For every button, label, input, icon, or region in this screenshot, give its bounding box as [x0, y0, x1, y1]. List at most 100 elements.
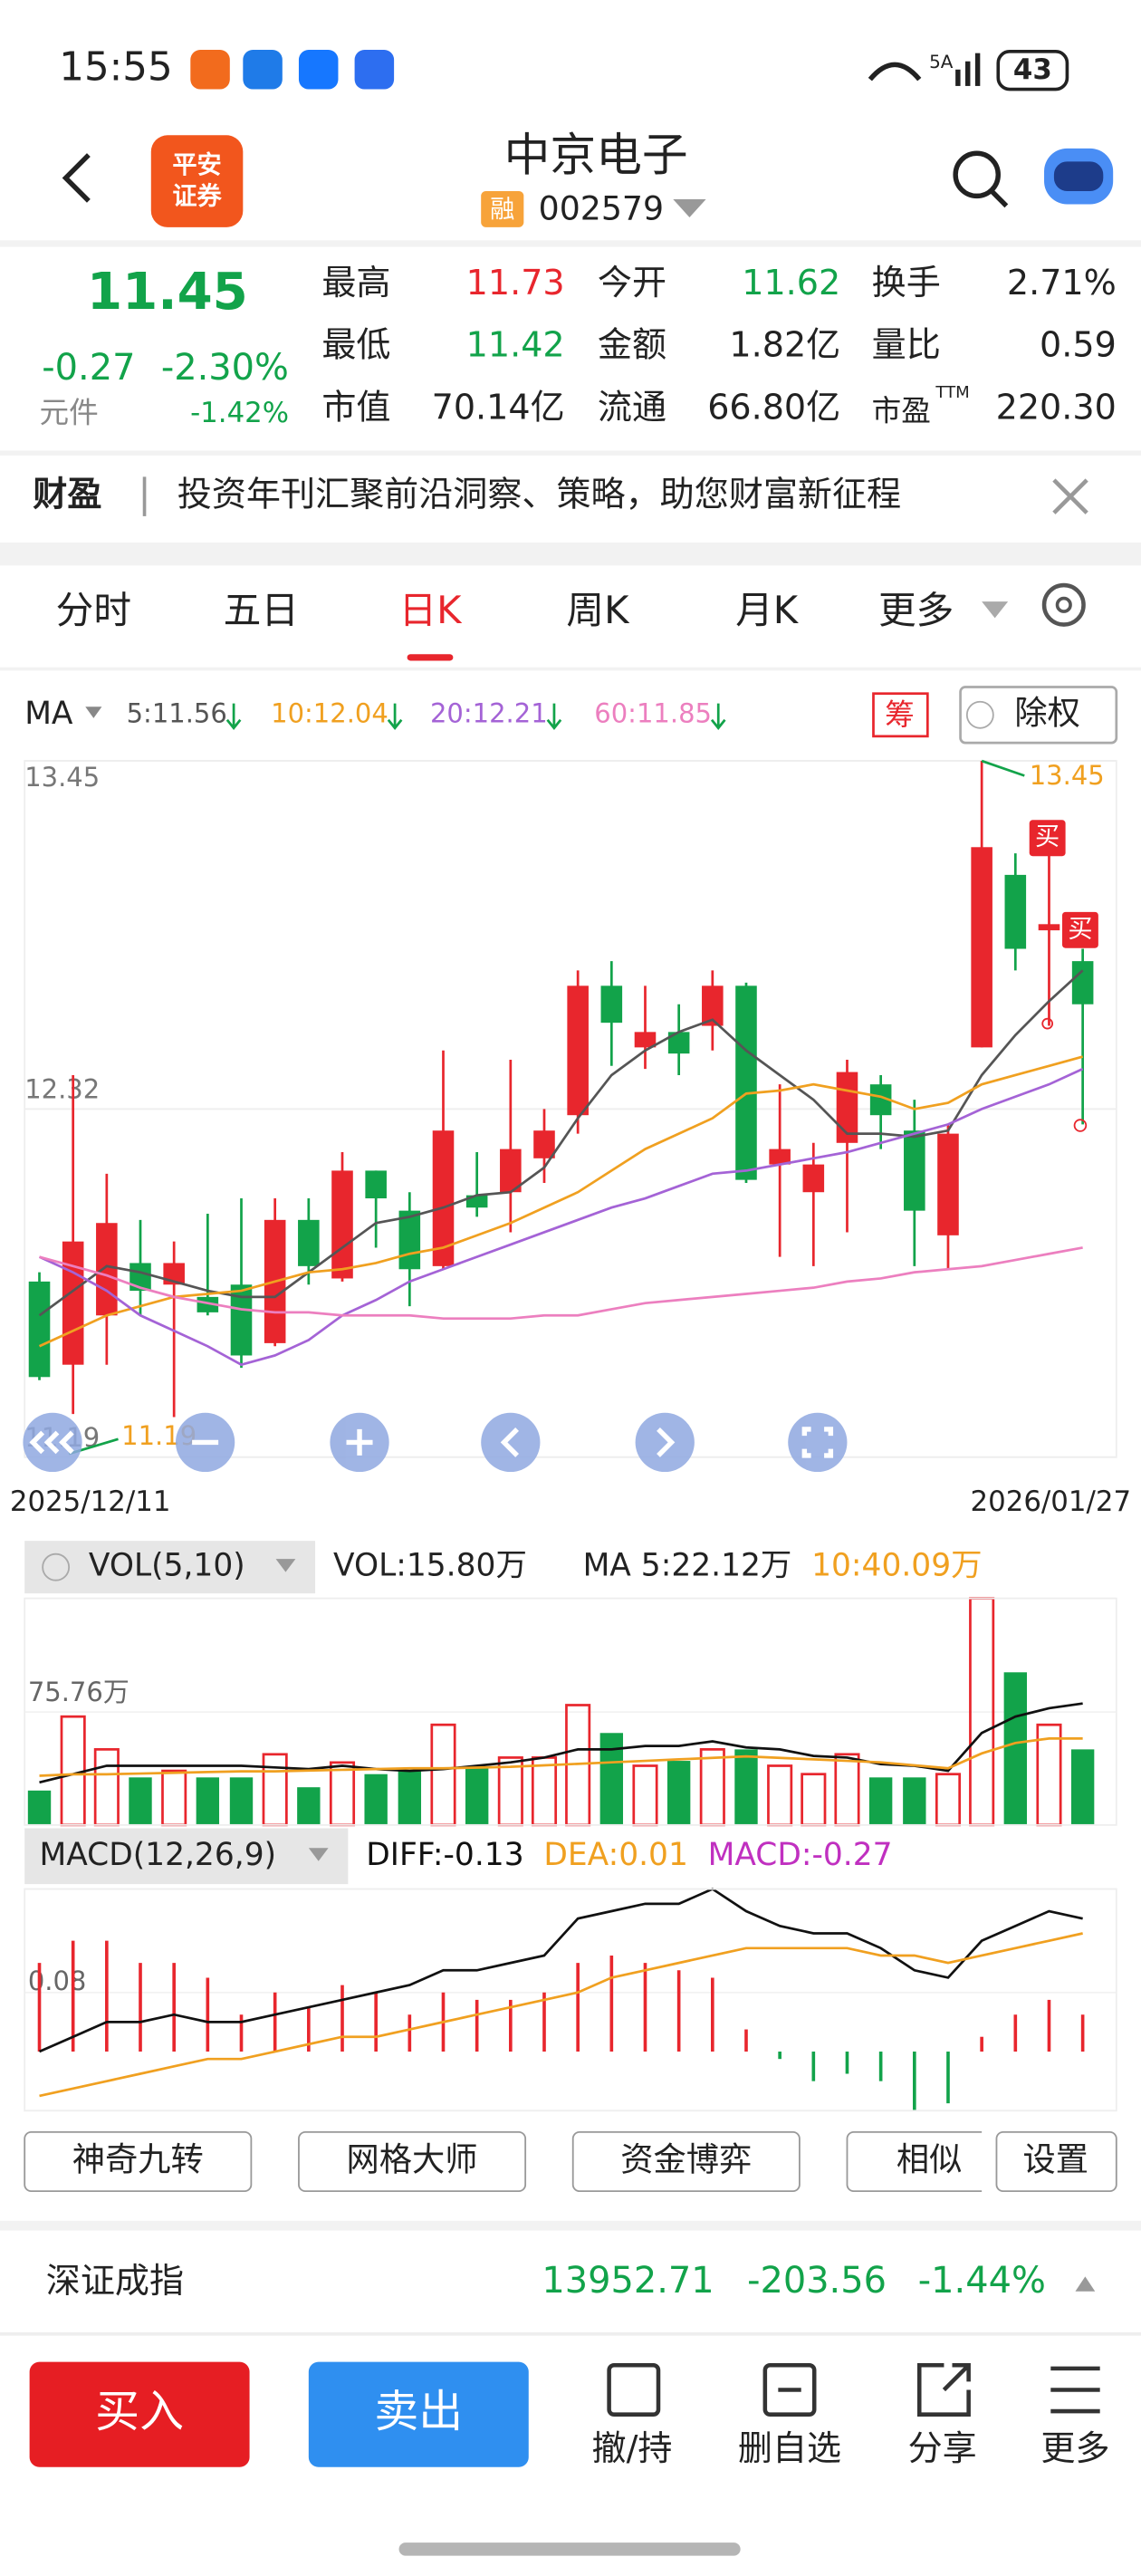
adjust-button[interactable] — [959, 686, 1118, 745]
tab[interactable]: 更多 — [878, 588, 954, 632]
stat-label: 今开 — [598, 263, 666, 303]
volume-bar — [1003, 1672, 1027, 1825]
volume-bar — [465, 1767, 489, 1825]
dropdown[interactable] — [673, 199, 706, 217]
candle-body — [500, 1149, 522, 1193]
marker — [1041, 1017, 1054, 1030]
y-tick-label: 13.45 — [24, 762, 100, 793]
tab-active[interactable]: 日K — [398, 588, 463, 632]
dropdown[interactable] — [982, 601, 1009, 619]
candle-body — [667, 1032, 690, 1054]
stats: 最高 11.73 今开 11.62 换手 2.71% 最低 11.42 金额 1.82亿 … — [321, 263, 1116, 428]
zoom-button[interactable] — [23, 1412, 82, 1473]
banner-close[interactable] — [1052, 478, 1088, 514]
tool-label[interactable]: 相似 — [896, 2139, 963, 2178]
volume-bar — [868, 1777, 893, 1825]
buy-button[interactable] — [29, 2361, 250, 2467]
candle-body — [28, 1281, 51, 1378]
tab[interactable]: 分时 — [56, 588, 131, 632]
action-icon[interactable] — [762, 2363, 817, 2417]
x-label: 2025/12/11 — [10, 1485, 171, 1518]
candle-body — [735, 985, 757, 1180]
indicator-selector[interactable] — [24, 1828, 349, 1885]
ma-label[interactable]: MA — [24, 696, 73, 732]
candle-body — [230, 1284, 253, 1356]
icon — [657, 1427, 676, 1457]
assistant-face — [1053, 161, 1104, 191]
zoom-button[interactable] — [788, 1412, 848, 1473]
action-label[interactable]: 删自选 — [738, 2428, 841, 2468]
tab[interactable]: 周K — [566, 588, 630, 632]
indicator-line — [38, 1055, 1084, 1348]
action-label[interactable]: 撤/持 — [592, 2428, 673, 2468]
stat-value: 0.59 — [1040, 325, 1117, 365]
buy-label[interactable]: 买入 — [95, 2386, 184, 2437]
macd-readout: MACD:-0.27 — [708, 1837, 893, 1873]
last-price: 11.45 — [87, 263, 248, 322]
chip-button-text[interactable]: 筹 — [885, 697, 915, 732]
back-button[interactable] — [62, 153, 91, 203]
y-tick-label: 12.32 — [24, 1073, 100, 1104]
trend-arrow — [546, 703, 562, 730]
indicator-selector[interactable] — [24, 1541, 316, 1594]
divider — [0, 2332, 1141, 2336]
sell-label[interactable]: 卖出 — [374, 2386, 463, 2437]
divider — [0, 542, 1141, 566]
zoom-button[interactable] — [635, 1412, 695, 1473]
adjust-button-text[interactable]: 除权 — [1014, 693, 1080, 732]
dropdown[interactable] — [308, 1848, 329, 1861]
margin-badge — [481, 190, 524, 227]
tool-label[interactable]: 神奇九转 — [72, 2139, 204, 2178]
indicator-title[interactable]: VOL(5,10) — [89, 1548, 245, 1584]
search-button[interactable] — [990, 189, 1009, 208]
action-label[interactable]: 更多 — [1040, 2428, 1109, 2468]
tool-label[interactable]: 网格大师 — [347, 2139, 478, 2178]
tool-button[interactable] — [24, 2130, 253, 2193]
tool-button[interactable] — [298, 2130, 527, 2193]
tool-label[interactable]: 资金博弈 — [620, 2139, 752, 2178]
home-indicator — [398, 2542, 741, 2556]
banner-text[interactable]: 投资年刊汇聚前沿洞察、策略，助您财富新征程 — [177, 475, 901, 514]
y-tick-label: 0.08 — [28, 1966, 87, 1996]
candle-body — [904, 1130, 925, 1211]
legend-entry: 60:11.85 — [594, 697, 712, 728]
dropdown[interactable] — [275, 1559, 296, 1572]
tool-button[interactable] — [995, 2130, 1117, 2193]
index-name[interactable]: 深证成指 — [46, 2261, 184, 2301]
indicator-title[interactable]: MACD(12,26,9) — [40, 1837, 277, 1873]
tool-button[interactable] — [571, 2130, 801, 2193]
settings-button[interactable] — [1041, 582, 1086, 627]
action-icon[interactable] — [916, 2363, 971, 2417]
search-button[interactable] — [953, 150, 1001, 199]
tab[interactable]: 月K — [735, 588, 800, 632]
indicator-line — [39, 1932, 1083, 2098]
candle-body — [331, 1170, 353, 1279]
dropdown[interactable] — [85, 706, 102, 718]
legend-entry: DIFF:-0.13 — [366, 1837, 523, 1873]
stat-value: 11.73 — [466, 263, 565, 303]
stat-value: 2.71% — [1007, 263, 1117, 303]
candle-body — [298, 1219, 320, 1266]
stat-label: 换手 — [872, 263, 941, 303]
action-icon[interactable] — [1050, 2366, 1100, 2414]
high-label: 13.45 — [1030, 760, 1105, 791]
info-icon — [42, 1552, 71, 1581]
expand[interactable] — [1075, 2276, 1096, 2292]
trend-arrow — [387, 703, 403, 730]
chip-button[interactable] — [872, 692, 929, 738]
action-icon[interactable] — [607, 2363, 661, 2417]
indicator-line — [39, 1737, 1083, 1777]
buy-mark-text: 买 — [1068, 915, 1092, 943]
tab[interactable]: 五日 — [224, 588, 299, 632]
ttm-label: TTM — [935, 383, 969, 402]
info-icon — [965, 700, 994, 729]
action-label[interactable]: 分享 — [908, 2428, 977, 2468]
zoom-button[interactable] — [481, 1412, 541, 1473]
buy-mark — [1061, 911, 1098, 948]
sector-change: -1.42% — [190, 397, 289, 429]
icon — [346, 1428, 373, 1456]
sell-button[interactable] — [308, 2361, 529, 2467]
stat-value: 11.42 — [466, 325, 565, 365]
tool-label[interactable]: 设置 — [1022, 2139, 1088, 2178]
